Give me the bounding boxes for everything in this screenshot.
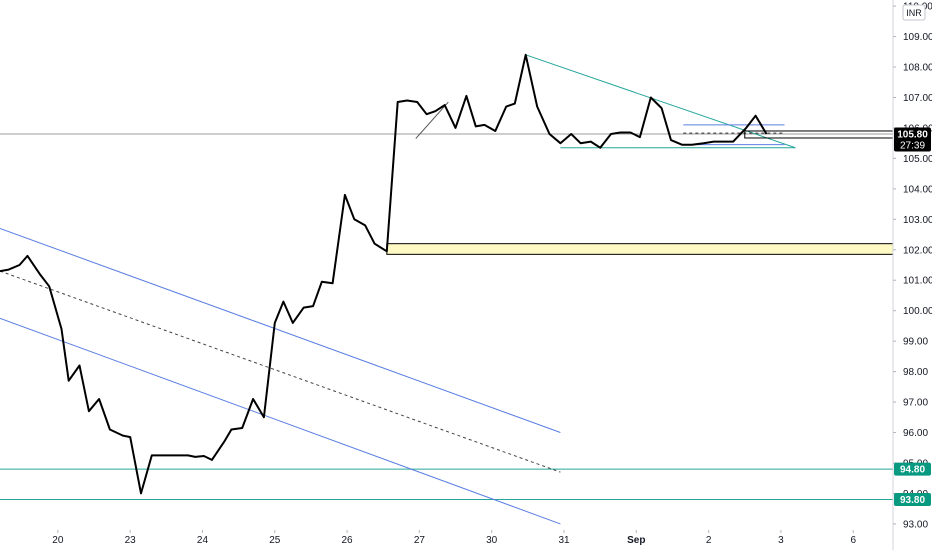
supply-demand-zone[interactable] bbox=[386, 243, 894, 255]
price-badge-countdown: 27:39 bbox=[900, 141, 925, 152]
time-tick-label: 31 bbox=[558, 535, 570, 546]
price-tick-label: 107.00 bbox=[903, 93, 932, 104]
time-tick-label: Sep bbox=[627, 535, 645, 546]
time-tick-label: 26 bbox=[342, 535, 354, 546]
time-tick-label: 20 bbox=[52, 535, 64, 546]
price-tick-label: 100.00 bbox=[903, 306, 932, 317]
time-tick-label: 23 bbox=[125, 535, 137, 546]
time-axis[interactable]: 20 23 24 25 26 27 30 31 Sep 2 3 6 bbox=[52, 530, 856, 546]
price-tick-label: 103.00 bbox=[903, 215, 932, 226]
price-series-line-0[interactable] bbox=[0, 53, 768, 495]
price-badge-bg bbox=[894, 493, 931, 507]
time-tick-label: 25 bbox=[269, 535, 281, 546]
time-tick-label: 27 bbox=[414, 535, 426, 546]
price-tick-label: 102.00 bbox=[903, 245, 932, 256]
channel-lower-line[interactable] bbox=[0, 317, 561, 525]
time-tick-label: 3 bbox=[778, 535, 784, 546]
price-tick-label: 96.00 bbox=[903, 428, 928, 439]
channel-upper-line[interactable] bbox=[0, 227, 561, 433]
time-tick-label: 2 bbox=[706, 535, 712, 546]
price-tick-label: 99.00 bbox=[903, 337, 928, 348]
price-badge-bg bbox=[894, 462, 931, 476]
price-tick-label: 101.00 bbox=[903, 276, 932, 287]
currency-label-group[interactable]: INR bbox=[902, 4, 926, 21]
price-series-layer bbox=[0, 53, 768, 495]
price-tick-label: 93.00 bbox=[903, 519, 928, 530]
price-badge-value: 94.80 bbox=[900, 465, 925, 476]
triangle-upper-line[interactable] bbox=[525, 54, 796, 149]
drawings-layer bbox=[0, 54, 894, 525]
time-tick-label: 6 bbox=[850, 535, 856, 546]
price-badge-value: 93.80 bbox=[900, 495, 925, 506]
time-tick-label: 24 bbox=[197, 535, 209, 546]
price-badge-bg bbox=[894, 127, 931, 152]
price-tick-label: 97.00 bbox=[903, 398, 928, 409]
time-tick-label: 30 bbox=[486, 535, 498, 546]
currency-label-box bbox=[902, 4, 926, 21]
price-tick-label: 108.00 bbox=[903, 63, 932, 74]
price-tick-label: 109.00 bbox=[903, 32, 932, 43]
price-tick-label: 104.00 bbox=[903, 184, 932, 195]
price-tick-label: 105.00 bbox=[903, 154, 932, 165]
price-badge-value: 105.80 bbox=[897, 130, 928, 141]
currency-label: INR bbox=[906, 8, 922, 18]
price-tick-label: 98.00 bbox=[903, 367, 928, 378]
trend-stub-line[interactable] bbox=[415, 101, 449, 139]
